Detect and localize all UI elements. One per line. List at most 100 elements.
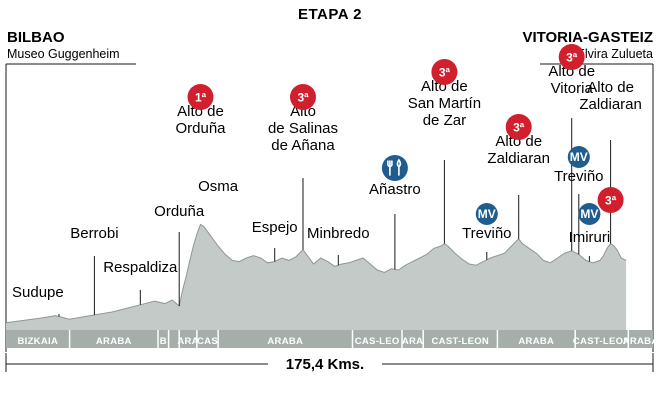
region-label: ARABA (96, 336, 132, 347)
finish-city: VITORIA-GASTEIZ (522, 29, 653, 46)
climb-category-label: 3ª (566, 51, 578, 65)
point-label-line: Espejo (252, 219, 298, 236)
point-label: Respaldiza (103, 259, 178, 276)
point-label-line: Vitoria (551, 80, 594, 97)
point-label: Berrobi (70, 225, 118, 242)
point-label: Alto de San Martín de Zar (408, 78, 481, 129)
point-label-line: Zaldiaran (487, 150, 550, 167)
point-label: Añastro (369, 181, 421, 198)
region-label: B (160, 336, 167, 347)
region-label: BIZKAIA (17, 336, 58, 347)
sprint-badge (475, 203, 498, 225)
climb-category-badge (558, 44, 585, 70)
point-label-line: Sudupe (12, 284, 64, 301)
region-band-segment (497, 330, 576, 348)
point-label-line: Osma (198, 178, 239, 195)
point-label: Alto de Zaldiaran (487, 133, 550, 167)
climb-category-label: 3ª (605, 194, 617, 208)
point-label-line: Treviño (554, 168, 603, 185)
point-label-line: Alto de (587, 79, 634, 96)
region-label: ARABA (518, 336, 554, 347)
point-label: Sudupe (12, 284, 64, 301)
point-label-line: de Añana (271, 137, 335, 154)
point-label-line: Orduña (154, 203, 205, 220)
profile-edge (5, 223, 627, 324)
region-label: CAST-LEON (432, 336, 490, 347)
point-label: Espejo (252, 219, 298, 236)
region-label: CAST-LEON (573, 336, 631, 347)
finish-place: Elvira Zulueta (577, 47, 653, 61)
point-label-line: Alto de (548, 63, 595, 80)
point-label-line: Treviño (462, 225, 511, 242)
region-band-segment (218, 330, 353, 348)
region-band-segment (179, 330, 197, 348)
distance-scale: 175,4 Kms. (5, 353, 654, 373)
climb-category-label: 3ª (297, 91, 309, 105)
profile-area (6, 224, 627, 330)
climb-category-badge (431, 59, 458, 85)
point-label-line: San Martín (408, 95, 481, 112)
start-place: Museo Guggenheim (7, 47, 120, 61)
climb-category-badge (187, 84, 214, 110)
climb-category-badge (597, 187, 624, 213)
distance-label: 175,4 Kms. (286, 356, 364, 373)
point-label: Treviño (554, 168, 603, 185)
region-band-segment (158, 330, 169, 348)
point-label: Alto de Orduña (175, 103, 226, 137)
point-label-line: de Zar (423, 112, 466, 129)
climb-category-label: 3ª (513, 121, 525, 135)
sprint-badge (567, 146, 590, 168)
region-label: ARA (177, 336, 198, 347)
leaders-layer (58, 118, 612, 317)
region-band-segment (69, 330, 158, 348)
climb-category-badge (290, 84, 316, 110)
climb-category-badge (505, 114, 532, 140)
point-label: Alto de Vitoria (548, 63, 595, 97)
region-label: ARABA (623, 336, 659, 347)
region-band-segment (6, 330, 70, 348)
point-label-line: Zaldiaran (579, 96, 642, 113)
fork-icon (387, 160, 393, 176)
sprint-badge-label: MV (570, 150, 588, 164)
point-label: Imiruri (569, 229, 611, 246)
region-band-segment (402, 330, 424, 348)
profile-layer (5, 223, 627, 330)
point-label-line: Orduña (175, 120, 226, 137)
climb-category-label: 1ª (195, 91, 207, 105)
point-label-line: Añastro (369, 181, 421, 198)
climb-category-label: 3ª (439, 66, 451, 80)
region-band-segment (168, 330, 180, 348)
point-label: Minbredo (307, 225, 370, 242)
region-band-segment (196, 330, 219, 348)
point-label: Alto de Zaldiaran (579, 79, 642, 113)
region-label: CAS-LEO (355, 336, 400, 347)
point-label: Osma (198, 178, 239, 195)
region-label: ARA (402, 336, 423, 347)
region-band-segment (423, 330, 498, 348)
point-label-line: Alto de (421, 78, 468, 95)
point-label: Orduña (154, 203, 205, 220)
feed-zone-icon (381, 155, 408, 181)
knife-icon (396, 158, 402, 176)
point-label: Treviño (462, 225, 511, 242)
region-band-segment (575, 330, 629, 348)
point-label-line: Imiruri (569, 229, 611, 246)
stage-title: ETAPA 2 (298, 6, 362, 23)
region-band-segment (352, 330, 402, 348)
point-label-line: Respaldiza (103, 259, 178, 276)
point-label-line: Alto de (177, 103, 224, 120)
sprint-badge-label: MV (478, 207, 496, 221)
region-label: CAS (197, 336, 218, 347)
point-label-line: Alto de (495, 133, 542, 150)
start-city: BILBAO (7, 29, 65, 46)
point-label: Alto de Salinas de Añana (268, 103, 338, 154)
sprint-badge-label: MV (580, 207, 598, 221)
region-band-segment (628, 330, 653, 348)
point-label-line: Berrobi (70, 225, 118, 242)
point-label-line: de Salinas (268, 120, 338, 137)
region-label: ARABA (267, 336, 303, 347)
point-label-line: Minbredo (307, 225, 370, 242)
